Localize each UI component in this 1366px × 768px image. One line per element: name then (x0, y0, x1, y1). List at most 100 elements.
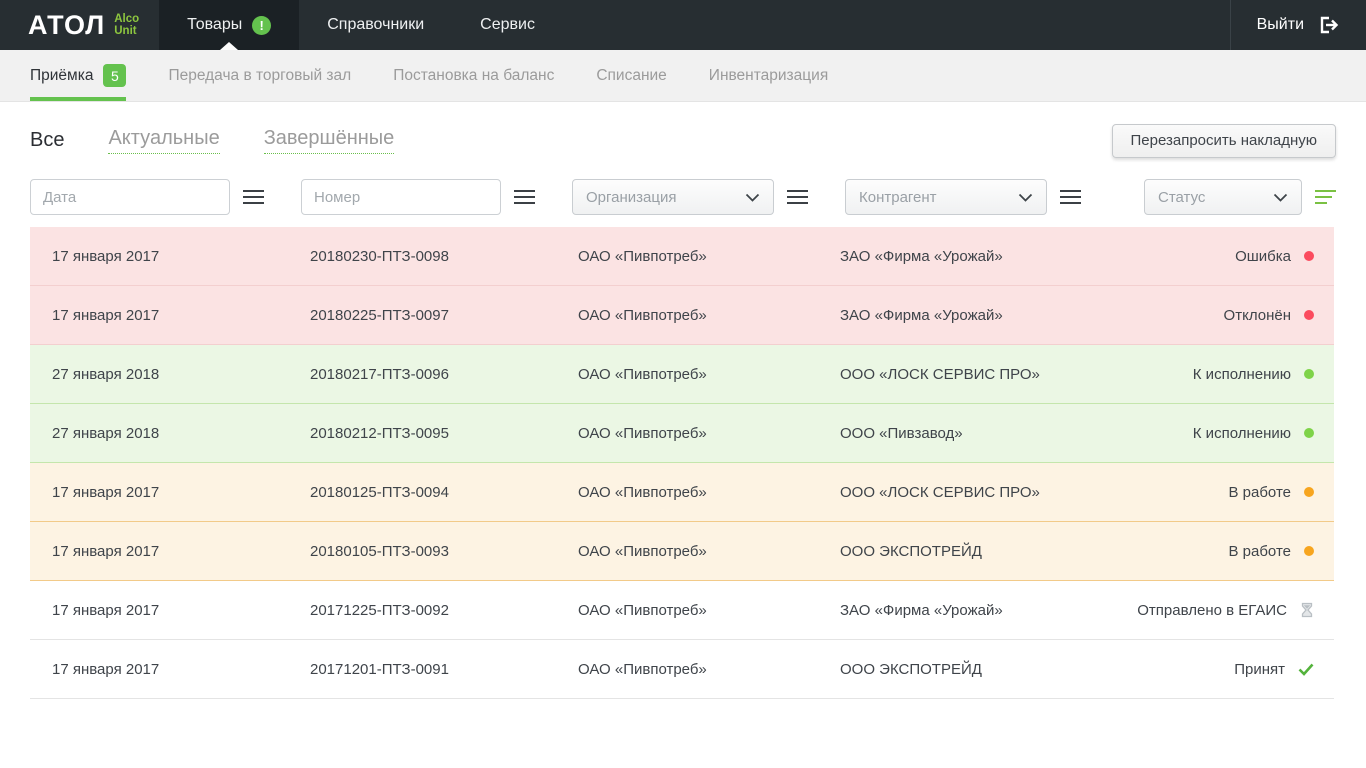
cell-organization: ОАО «Пивпотреб» (578, 247, 707, 265)
status-dot-icon (1304, 251, 1314, 261)
status-label: Ошибка (1235, 247, 1291, 265)
view-completed[interactable]: Завершённые (263, 127, 395, 154)
cell-organization: ОАО «Пивпотреб» (578, 601, 707, 619)
tab-label: Передача в торговый зал (168, 66, 352, 84)
cell-number: 20180217-ПТЗ-0096 (310, 365, 449, 383)
cell-status: В работе (1228, 543, 1314, 560)
cell-number: 20180230-ПТЗ-0098 (310, 247, 449, 265)
cell-contractor: ООО ЭКСПОТРЕЙД (840, 542, 982, 560)
cell-date: 17 января 2017 (52, 247, 160, 265)
hourglass-icon (1301, 602, 1313, 618)
cell-contractor: ООО «ЛОСК СЕРВИС ПРО» (840, 365, 1040, 383)
organization-select[interactable]: Организация (572, 179, 774, 215)
status-dot-icon (1304, 487, 1314, 497)
cell-contractor: ЗАО «Фирма «Урожай» (840, 247, 1003, 265)
top-navbar: АТОЛ Alco Unit Товары ! Справочники Серв… (0, 0, 1366, 50)
nav-item-label: Справочники (327, 16, 425, 33)
contractor-select[interactable]: Контрагент (845, 179, 1047, 215)
nav-item-service[interactable]: Сервис (452, 0, 563, 50)
status-label: В работе (1228, 542, 1291, 560)
nav-item-goods[interactable]: Товары ! (159, 0, 300, 50)
cell-date: 17 января 2017 (52, 660, 160, 678)
chevron-down-icon (1273, 193, 1288, 202)
cell-date: 17 января 2017 (52, 601, 160, 619)
tab-spisanie[interactable]: Списание (596, 50, 666, 101)
logout-label: Выйти (1256, 16, 1304, 33)
status-label: К исполнению (1192, 424, 1291, 442)
invoice-row[interactable]: 27 января 2018 20180212-ПТЗ-0095 ОАО «Пи… (30, 404, 1334, 463)
cell-contractor: ЗАО «Фирма «Урожай» (840, 601, 1003, 619)
tab-label: Списание (596, 66, 667, 84)
status-label: Принят (1234, 660, 1285, 678)
tab-inventarizaciya[interactable]: Инвентаризация (709, 50, 828, 101)
nav-item-directories[interactable]: Справочники (299, 0, 452, 50)
filter-controls: Организация Контрагент Статус (30, 179, 1336, 215)
cell-contractor: ООО «ЛОСК СЕРВИС ПРО» (840, 483, 1040, 501)
cell-number: 20171225-ПТЗ-0092 (310, 601, 449, 619)
section-tabbar: Приёмка 5 Передача в торговый зал Постан… (0, 50, 1366, 102)
cell-status: Принят (1234, 661, 1314, 678)
chevron-down-icon (1018, 193, 1033, 202)
number-filter-input[interactable] (301, 179, 501, 215)
status-dot-icon (1304, 310, 1314, 320)
cell-contractor: ООО ЭКСПОТРЕЙД (840, 660, 982, 678)
nav-item-label: Сервис (480, 16, 535, 33)
count-badge: 5 (103, 64, 127, 87)
date-filter-input[interactable] (30, 179, 230, 215)
view-all[interactable]: Все (30, 129, 65, 151)
check-icon (1298, 663, 1314, 676)
status-label: Отклонён (1223, 306, 1291, 324)
cell-date: 17 января 2017 (52, 542, 160, 560)
cell-status: К исполнению (1193, 366, 1314, 383)
requery-invoice-button[interactable]: Перезапросить накладную (1111, 123, 1336, 158)
tab-priemka[interactable]: Приёмка 5 (30, 50, 127, 101)
contractor-select-label: Контрагент (859, 188, 937, 206)
status-sort-icon[interactable] (1315, 190, 1336, 204)
invoice-row[interactable]: 17 января 2017 20180105-ПТЗ-0093 ОАО «Пи… (30, 522, 1334, 581)
date-menu-icon[interactable] (243, 190, 264, 204)
logout-button[interactable]: Выйти (1229, 0, 1366, 50)
cell-number: 20180212-ПТЗ-0095 (310, 424, 449, 442)
cell-organization: ОАО «Пивпотреб» (578, 542, 707, 560)
view-actual[interactable]: Актуальные (108, 127, 220, 154)
invoice-row[interactable]: 27 января 2018 20180217-ПТЗ-0096 ОАО «Пи… (30, 345, 1334, 404)
contractor-menu-icon[interactable] (1060, 190, 1081, 204)
nav-item-label: Товары (187, 16, 243, 33)
cell-number: 20171201-ПТЗ-0091 (310, 660, 449, 678)
invoice-row[interactable]: 17 января 2017 20180225-ПТЗ-0097 ОАО «Пи… (30, 286, 1334, 345)
tab-label: Постановка на баланс (393, 66, 555, 84)
cell-date: 17 января 2017 (52, 483, 160, 501)
cell-number: 20180225-ПТЗ-0097 (310, 306, 449, 324)
cell-organization: ОАО «Пивпотреб» (578, 424, 707, 442)
view-filters: Все Актуальные Завершённые Перезапросить… (30, 122, 1336, 159)
tab-postanovka[interactable]: Постановка на баланс (393, 50, 554, 101)
status-label: В работе (1228, 483, 1291, 501)
status-dot-icon (1304, 369, 1314, 379)
cell-organization: ОАО «Пивпотреб» (578, 306, 707, 324)
status-select[interactable]: Статус (1144, 179, 1302, 215)
cell-contractor: ООО «Пивзавод» (840, 424, 963, 442)
cell-organization: ОАО «Пивпотреб» (578, 483, 707, 501)
cell-status: Отправлено в ЕГАИС (1137, 602, 1314, 619)
tab-label: Приёмка (30, 66, 94, 84)
status-label: Отправлено в ЕГАИС (1137, 601, 1287, 619)
number-menu-icon[interactable] (514, 190, 535, 204)
cell-status: К исполнению (1193, 425, 1314, 442)
status-label: К исполнению (1192, 365, 1291, 383)
alert-badge-icon: ! (252, 15, 272, 35)
cell-contractor: ЗАО «Фирма «Урожай» (840, 306, 1003, 324)
invoice-row[interactable]: 17 января 2017 20171225-ПТЗ-0092 ОАО «Пи… (30, 581, 1334, 640)
invoice-row[interactable]: 17 января 2017 20180125-ПТЗ-0094 ОАО «Пи… (30, 463, 1334, 522)
cell-date: 27 января 2018 (52, 424, 160, 442)
brand: АТОЛ Alco Unit (0, 0, 159, 50)
cell-date: 27 января 2018 (52, 365, 160, 383)
invoice-list: 17 января 2017 20180230-ПТЗ-0098 ОАО «Пи… (30, 227, 1334, 699)
status-dot-icon (1304, 428, 1314, 438)
tab-label: Инвентаризация (708, 66, 829, 84)
tab-peredacha[interactable]: Передача в торговый зал (168, 50, 351, 101)
organization-menu-icon[interactable] (787, 190, 808, 204)
invoice-row[interactable]: 17 января 2017 20180230-ПТЗ-0098 ОАО «Пи… (30, 227, 1334, 286)
invoice-row[interactable]: 17 января 2017 20171201-ПТЗ-0091 ОАО «Пи… (30, 640, 1334, 699)
cell-status: Отклонён (1224, 307, 1314, 324)
cell-organization: ОАО «Пивпотреб» (578, 660, 707, 678)
